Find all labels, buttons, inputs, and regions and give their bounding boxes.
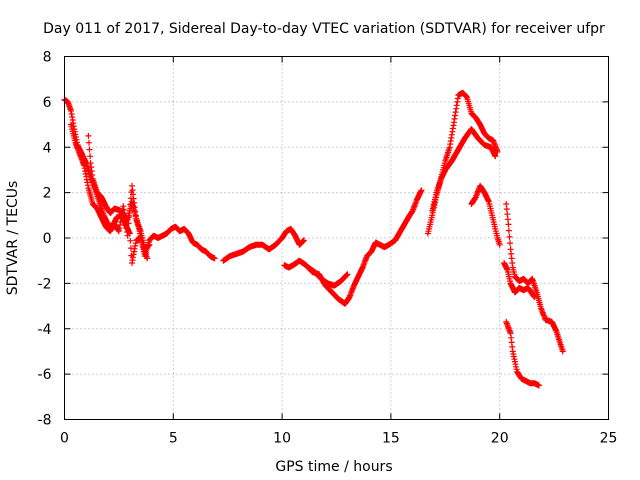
data-point-markers — [281, 187, 425, 307]
x-tick-label: 20 — [491, 431, 509, 447]
y-axis-label: SDTVAR / TECUs — [5, 181, 21, 296]
x-tick-label: 25 — [600, 431, 618, 447]
data-point-markers — [503, 318, 542, 389]
y-tick-label: -6 — [38, 367, 52, 383]
y-tick-label: 4 — [43, 140, 52, 156]
series-ufpr — [61, 89, 566, 389]
data-segment — [220, 225, 307, 264]
data-segment — [503, 318, 542, 389]
data-point-markers — [424, 89, 501, 237]
data-segment — [501, 260, 538, 300]
data-segment — [424, 89, 501, 237]
x-tick-label: 0 — [60, 431, 69, 447]
data-point-markers — [305, 264, 351, 289]
x-tick-label: 5 — [169, 431, 178, 447]
data-point-markers — [429, 126, 499, 214]
y-tick-label: 2 — [43, 186, 52, 202]
data-segment — [85, 132, 151, 262]
data-point-markers — [468, 182, 503, 248]
data-segment — [468, 182, 503, 248]
y-tick-label: 0 — [43, 231, 52, 247]
data-points — [61, 89, 566, 389]
data-point-markers — [220, 225, 307, 264]
chart-title: Day 011 of 2017, Sidereal Day-to-day VTE… — [43, 21, 605, 37]
x-axis-label: GPS time / hours — [275, 459, 392, 475]
y-tick-label: 6 — [43, 95, 52, 111]
x-tick-label: 15 — [382, 431, 400, 447]
y-tick-label: -2 — [38, 276, 52, 292]
grid — [64, 56, 609, 420]
x-tick-label: 10 — [273, 431, 291, 447]
data-segment — [281, 187, 425, 307]
data-segment — [503, 201, 566, 355]
data-point-markers — [85, 132, 151, 262]
y-tick-label: -8 — [38, 413, 52, 429]
plot-frame — [64, 56, 609, 420]
data-point-markers — [501, 260, 538, 300]
data-segment — [429, 126, 499, 214]
data-segment — [305, 264, 351, 289]
axis-ticks: 0 5 10 15 20 25 -8 -6 -4 -2 0 2 4 6 8 — [38, 50, 618, 447]
y-tick-label: -4 — [38, 322, 52, 338]
data-point-markers — [503, 201, 566, 355]
y-tick-label: 8 — [43, 50, 52, 66]
